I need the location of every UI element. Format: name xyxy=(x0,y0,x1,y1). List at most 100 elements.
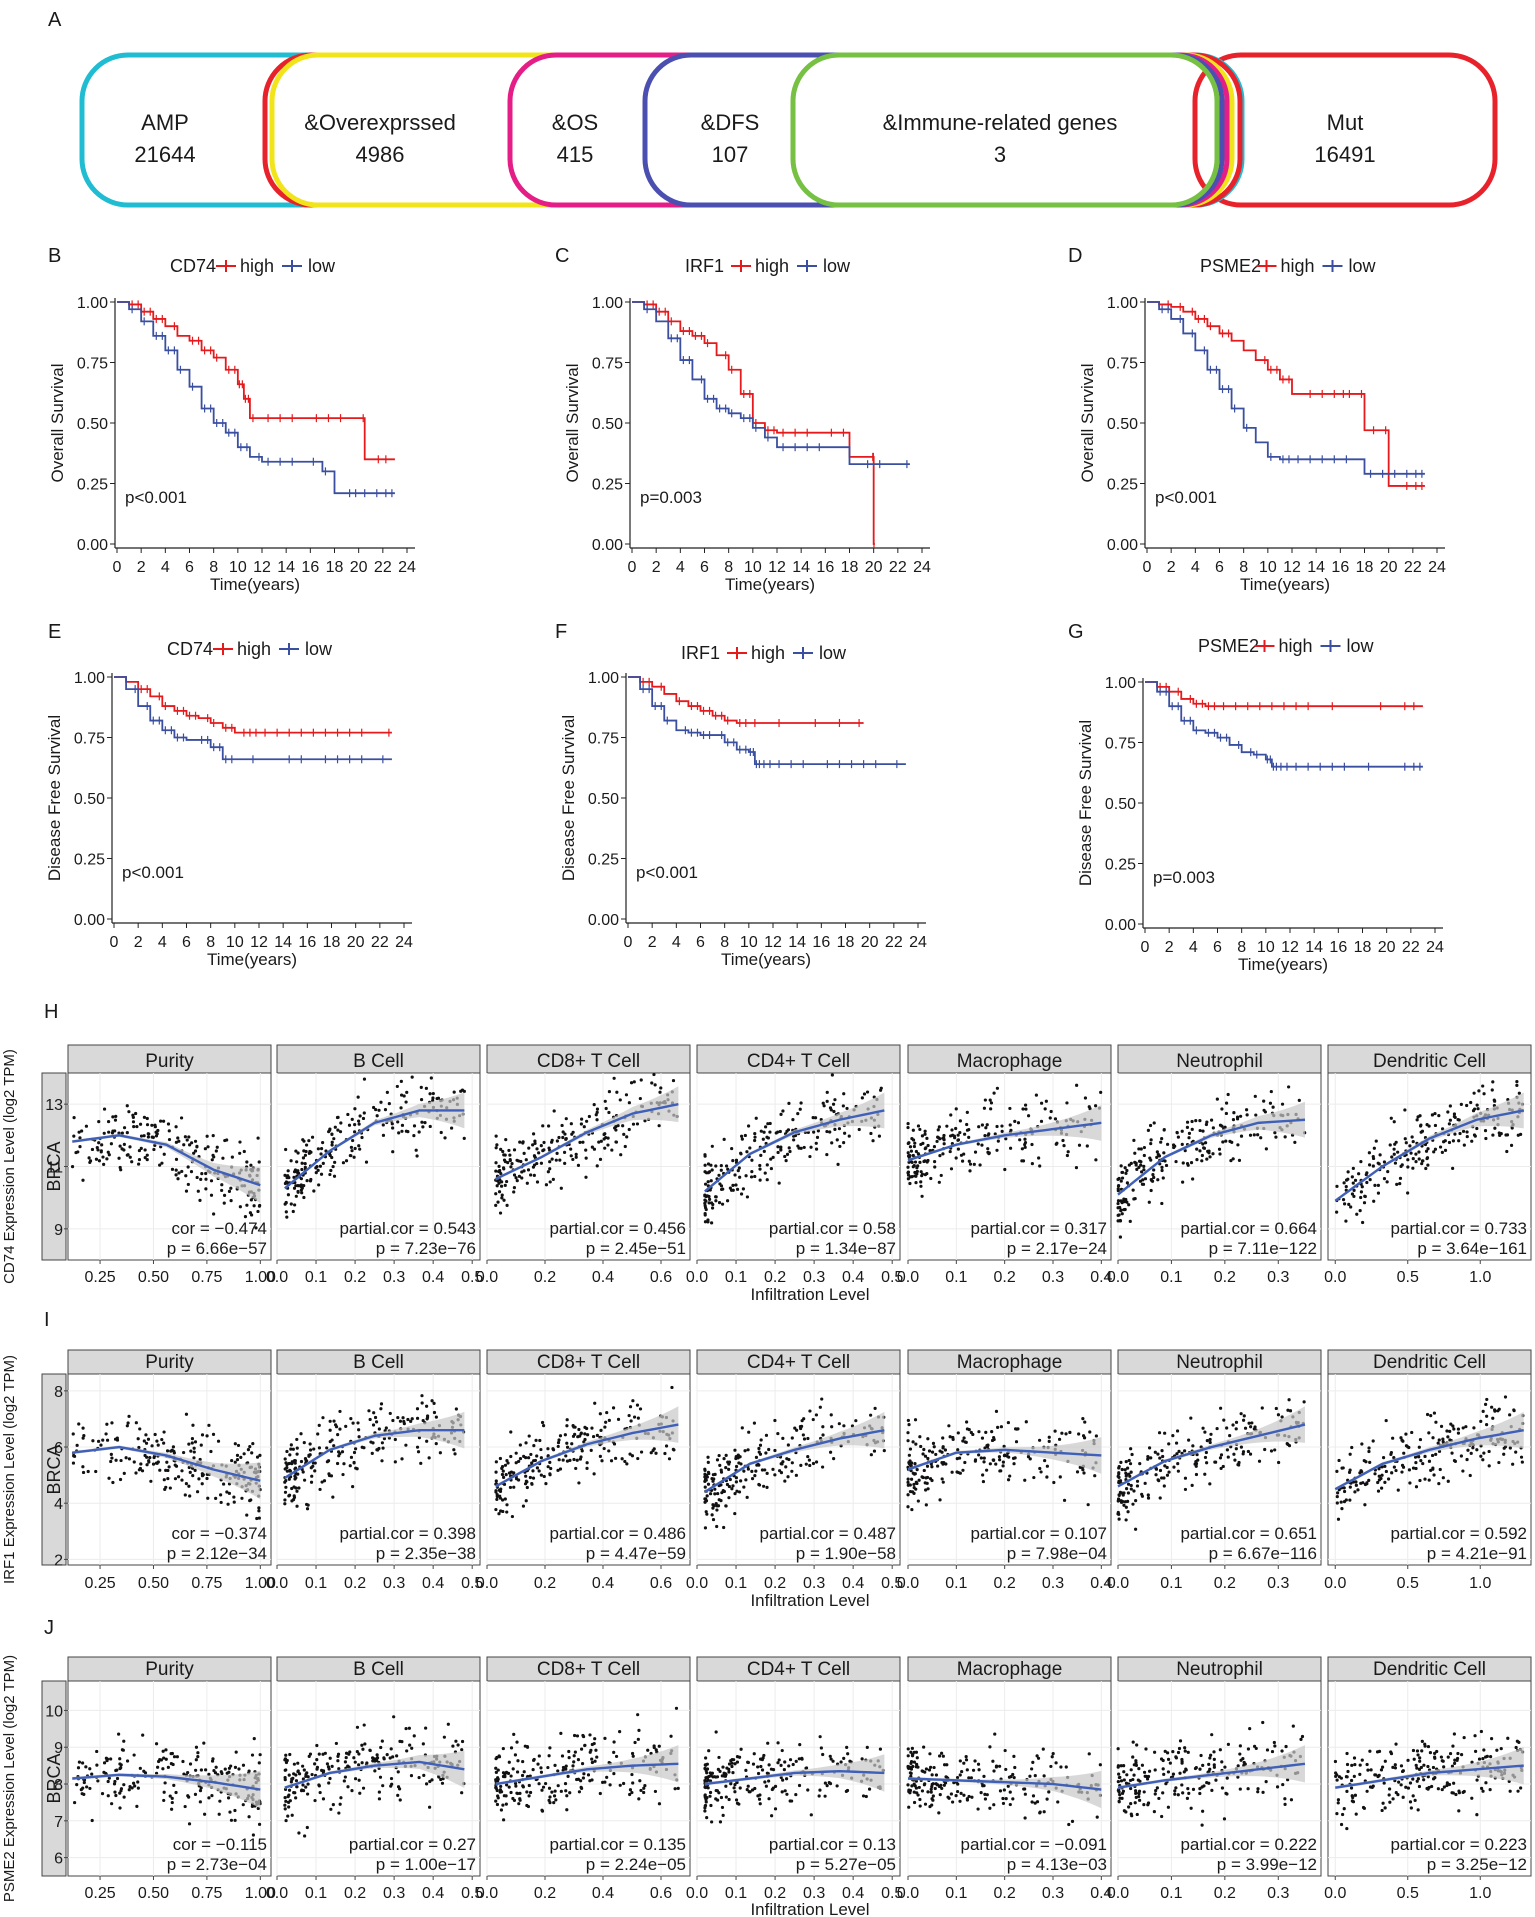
fit-line xyxy=(495,1102,679,1181)
correlation-label: cor = −0.374 xyxy=(172,1524,267,1543)
y-tick-label: 8 xyxy=(54,1777,63,1794)
facet-title: Neutrophil xyxy=(1176,1352,1263,1373)
row-label: BRCA xyxy=(44,1444,64,1494)
venn-label: AMP xyxy=(141,110,189,135)
x-tick-label: 0.0 xyxy=(476,1575,498,1592)
x-tick-label: 0.3 xyxy=(383,1269,405,1286)
row-label: BRCA xyxy=(44,1753,64,1803)
facet-title: Dendritic Cell xyxy=(1373,1659,1486,1680)
x-tick-label: 0.3 xyxy=(1267,1575,1289,1592)
correlation-label: partial.cor = 0.135 xyxy=(549,1835,686,1854)
venn-count: 16491 xyxy=(1314,142,1375,167)
facet-title: B Cell xyxy=(353,1352,404,1373)
fit-line xyxy=(907,1121,1102,1162)
x-tick-label: 4 xyxy=(161,559,170,576)
y-tick-label: 9 xyxy=(54,1222,63,1239)
y-axis-title: PSME2 Expression Level (log2 TPM) xyxy=(1,1655,18,1902)
confidence-band xyxy=(908,1104,1102,1162)
x-tick-label: 0.5 xyxy=(461,1269,483,1286)
y-tick-label: 1.00 xyxy=(1105,675,1136,692)
facet-title: Neutrophil xyxy=(1176,1659,1263,1680)
y-tick-label: 6 xyxy=(54,1440,63,1457)
x-tick-label: 0.3 xyxy=(1042,1575,1064,1592)
venn-count: 415 xyxy=(557,142,594,167)
x-tick-label: 0.4 xyxy=(422,1885,444,1902)
x-tick-label: 0.4 xyxy=(592,1885,614,1902)
x-tick-label: 0.4 xyxy=(1090,1269,1112,1286)
p-value-label: p = 4.47e−59 xyxy=(586,1544,686,1563)
panel-letter: I xyxy=(44,1309,50,1331)
fit-line xyxy=(704,1769,885,1786)
p-value-label: p = 4.21e−91 xyxy=(1427,1544,1527,1563)
y-tick-label: 0.00 xyxy=(77,537,108,554)
x-tick-label: 0.50 xyxy=(138,1575,169,1592)
row-strip xyxy=(41,1373,67,1566)
fit-line xyxy=(704,1109,885,1193)
x-tick-label: 0 xyxy=(628,559,637,576)
panel-letter: C xyxy=(555,245,569,267)
p-value-label: p = 3.64e−161 xyxy=(1417,1239,1527,1258)
x-tick-label: 0.50 xyxy=(138,1269,169,1286)
legend-high: high xyxy=(751,643,785,663)
x-tick-label: 0 xyxy=(1141,939,1150,956)
x-tick-label: 0.2 xyxy=(994,1269,1016,1286)
facet-strip xyxy=(1327,1656,1532,1682)
x-tick-label: 22 xyxy=(371,934,389,951)
p-value-label: p = 4.13e−03 xyxy=(1007,1855,1107,1874)
fit-line xyxy=(1117,1118,1306,1196)
x-tick-label: 10 xyxy=(740,934,758,951)
row-strip xyxy=(41,1680,67,1877)
p-value-label: p = 1.90e−58 xyxy=(796,1544,896,1563)
p-value-label: p = 7.11e−122 xyxy=(1209,1239,1317,1258)
x-tick-label: 0.3 xyxy=(803,1885,825,1902)
y-tick-label: 1.00 xyxy=(588,670,619,687)
legend-high: high xyxy=(1279,636,1313,656)
venn-label: &DFS xyxy=(701,110,760,135)
y-tick-label: 0.25 xyxy=(1107,477,1138,494)
x-tick-label: 0.75 xyxy=(191,1269,222,1286)
legend-low: low xyxy=(1349,256,1377,276)
fit-line xyxy=(1335,1764,1524,1789)
confidence-band xyxy=(1118,1101,1305,1197)
correlation-label: partial.cor = 0.487 xyxy=(759,1524,896,1543)
y-tick-label: 6 xyxy=(54,1851,63,1868)
y-tick-label: 0.75 xyxy=(592,356,623,373)
confidence-band xyxy=(908,1437,1102,1474)
x-tick-label: 8 xyxy=(720,934,729,951)
km-curve-high xyxy=(628,676,864,724)
x-tick-label: 0.3 xyxy=(1267,1885,1289,1902)
x-tick-label: 0.1 xyxy=(1160,1885,1182,1902)
y-axis-title: Disease Free Survival xyxy=(45,715,64,881)
y-tick-label: 9 xyxy=(54,1740,63,1757)
x-tick-label: 0.3 xyxy=(383,1575,405,1592)
y-tick-label: 0.00 xyxy=(592,537,623,554)
x-tick-label: 20 xyxy=(1380,559,1398,576)
facet-title: Macrophage xyxy=(957,1051,1063,1072)
km-curve-low xyxy=(117,301,395,495)
y-tick-label: 0.25 xyxy=(592,477,623,494)
facet-strip xyxy=(696,1349,901,1375)
y-tick-label: 7 xyxy=(54,1814,63,1831)
x-tick-label: 0.25 xyxy=(84,1575,115,1592)
x-tick-label: 0.3 xyxy=(383,1885,405,1902)
x-tick-label: 0.1 xyxy=(305,1885,327,1902)
x-tick-label: 24 xyxy=(395,934,413,951)
row-label: BRCA xyxy=(44,1141,64,1191)
x-tick-label: 0.0 xyxy=(1107,1269,1129,1286)
x-tick-label: 20 xyxy=(861,934,879,951)
confidence-band xyxy=(284,1411,465,1480)
venn-count: 107 xyxy=(712,142,749,167)
confidence-band xyxy=(284,1750,465,1790)
venn-label: &OS xyxy=(552,110,598,135)
x-tick-label: 0.4 xyxy=(1090,1885,1112,1902)
scatter-row-j: J BRCA PSME2 Expression Level (log2 TPM) In… xyxy=(1,1617,1532,1917)
x-tick-label: 0.2 xyxy=(994,1885,1016,1902)
x-tick-label: 20 xyxy=(1378,939,1396,956)
x-tick-label: 0.2 xyxy=(534,1885,556,1902)
